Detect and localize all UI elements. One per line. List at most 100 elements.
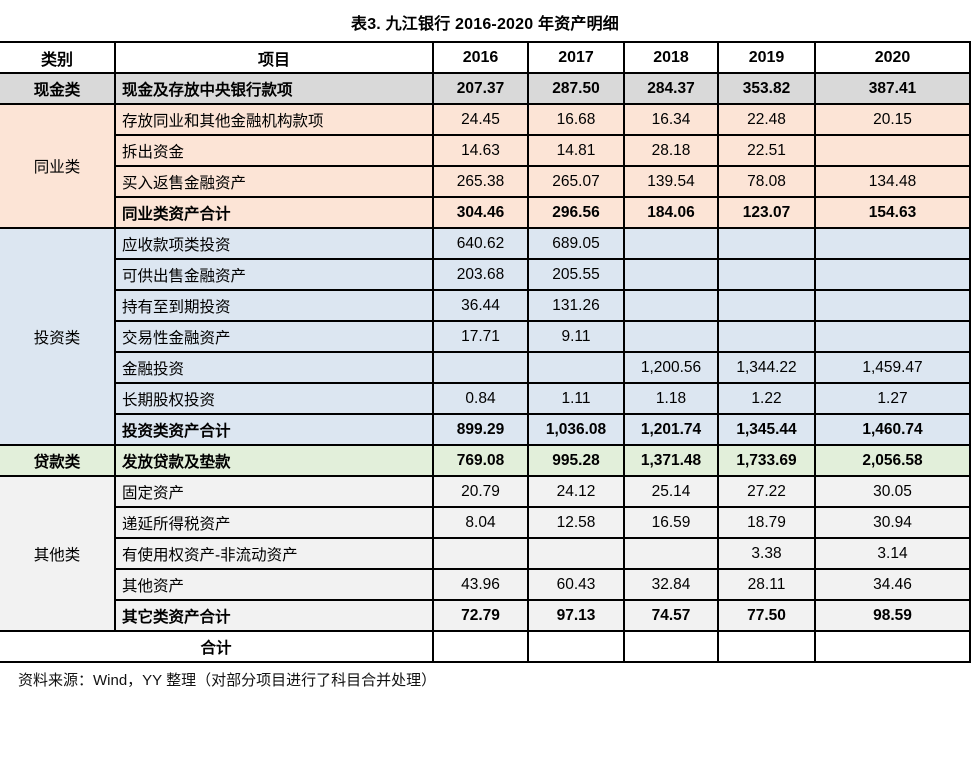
value-cell: 154.63 xyxy=(814,196,971,229)
total-value-cell xyxy=(717,630,816,663)
value-cell xyxy=(814,134,971,167)
total-label-cell: 合计 xyxy=(0,630,434,663)
value-cell: 14.63 xyxy=(432,134,529,167)
value-cell: 353.82 xyxy=(717,72,816,105)
value-cell: 123.07 xyxy=(717,196,816,229)
value-cell xyxy=(717,289,816,322)
table-row: 拆出资金 14.63 14.81 28.18 22.51 xyxy=(0,134,971,167)
category-cell: 贷款类 xyxy=(0,444,116,477)
value-cell xyxy=(717,320,816,353)
item-cell: 存放同业和其他金融机构款项 xyxy=(114,103,434,136)
item-cell: 买入返售金融资产 xyxy=(114,165,434,198)
item-cell: 应收款项类投资 xyxy=(114,227,434,260)
value-cell: 139.54 xyxy=(623,165,719,198)
value-cell: 72.79 xyxy=(432,599,529,632)
value-cell: 304.46 xyxy=(432,196,529,229)
value-cell: 34.46 xyxy=(814,568,971,601)
item-cell: 长期股权投资 xyxy=(114,382,434,415)
col-header-2019: 2019 xyxy=(717,41,816,74)
table-row: 交易性金融资产 17.71 9.11 xyxy=(0,320,971,353)
value-cell: 97.13 xyxy=(527,599,625,632)
value-cell: 1,344.22 xyxy=(717,351,816,384)
value-cell: 2,056.58 xyxy=(814,444,971,477)
item-cell: 可供出售金融资产 xyxy=(114,258,434,291)
value-cell xyxy=(623,320,719,353)
value-cell: 1.27 xyxy=(814,382,971,415)
item-cell: 其它类资产合计 xyxy=(114,599,434,632)
item-cell: 发放贷款及垫款 xyxy=(114,444,434,477)
item-cell: 现金及存放中央银行款项 xyxy=(114,72,434,105)
value-cell: 9.11 xyxy=(527,320,625,353)
value-cell: 98.59 xyxy=(814,599,971,632)
value-cell xyxy=(432,351,529,384)
total-value-cell xyxy=(527,630,625,663)
source-note: 资料来源：Wind，YY 整理（对部分项目进行了科目合并处理） xyxy=(18,672,437,689)
value-cell: 1.22 xyxy=(717,382,816,415)
table-row: 递延所得税资产 8.04 12.58 16.59 18.79 30.94 xyxy=(0,506,971,539)
value-cell: 8.04 xyxy=(432,506,529,539)
value-cell: 0.84 xyxy=(432,382,529,415)
value-cell: 16.34 xyxy=(623,103,719,136)
col-header-category: 类别 xyxy=(0,41,116,74)
value-cell: 1.11 xyxy=(527,382,625,415)
value-cell: 287.50 xyxy=(527,72,625,105)
table-row: 同业类资产合计 304.46 296.56 184.06 123.07 154.63 xyxy=(0,196,971,229)
value-cell: 22.51 xyxy=(717,134,816,167)
value-cell: 24.45 xyxy=(432,103,529,136)
header-row: 类别 项目 2016 2017 2018 2019 2020 xyxy=(0,41,971,74)
value-cell xyxy=(717,227,816,260)
value-cell xyxy=(623,227,719,260)
value-cell xyxy=(623,537,719,570)
value-cell xyxy=(623,258,719,291)
value-cell: 17.71 xyxy=(432,320,529,353)
table-row: 金融投资 1,200.56 1,344.22 1,459.47 xyxy=(0,351,971,384)
value-cell: 32.84 xyxy=(623,568,719,601)
value-cell: 36.44 xyxy=(432,289,529,322)
value-cell: 74.57 xyxy=(623,599,719,632)
table-row: 其它类资产合计 72.79 97.13 74.57 77.50 98.59 xyxy=(0,599,971,632)
value-cell: 184.06 xyxy=(623,196,719,229)
item-cell: 拆出资金 xyxy=(114,134,434,167)
value-cell: 1,460.74 xyxy=(814,413,971,446)
value-cell: 207.37 xyxy=(432,72,529,105)
table-row: 其他资产 43.96 60.43 32.84 28.11 34.46 xyxy=(0,568,971,601)
value-cell: 1,371.48 xyxy=(623,444,719,477)
item-cell: 固定资产 xyxy=(114,475,434,508)
value-cell: 1,345.44 xyxy=(717,413,816,446)
value-cell: 134.48 xyxy=(814,165,971,198)
value-cell: 265.38 xyxy=(432,165,529,198)
value-cell: 16.68 xyxy=(527,103,625,136)
total-value-cell xyxy=(432,630,529,663)
item-cell: 递延所得税资产 xyxy=(114,506,434,539)
value-cell xyxy=(527,351,625,384)
table-row: 投资类资产合计 899.29 1,036.08 1,201.74 1,345.44 1,4… xyxy=(0,413,971,446)
value-cell: 60.43 xyxy=(527,568,625,601)
table-row: 有使用权资产-非流动资产 3.38 3.14 xyxy=(0,537,971,570)
value-cell: 640.62 xyxy=(432,227,529,260)
value-cell: 769.08 xyxy=(432,444,529,477)
item-cell: 持有至到期投资 xyxy=(114,289,434,322)
value-cell: 1,201.74 xyxy=(623,413,719,446)
value-cell xyxy=(814,289,971,322)
item-cell: 有使用权资产-非流动资产 xyxy=(114,537,434,570)
value-cell: 995.28 xyxy=(527,444,625,477)
table-row: 其他类 固定资产 20.79 24.12 25.14 27.22 30.05 xyxy=(0,475,971,632)
value-cell: 43.96 xyxy=(432,568,529,601)
value-cell: 689.05 xyxy=(527,227,625,260)
category-cell: 现金类 xyxy=(0,72,116,105)
value-cell: 3.38 xyxy=(717,537,816,570)
value-cell: 30.94 xyxy=(814,506,971,539)
item-cell: 其他资产 xyxy=(114,568,434,601)
col-header-2020: 2020 xyxy=(814,41,971,74)
category-cell: 同业类 xyxy=(0,103,116,229)
value-cell: 205.55 xyxy=(527,258,625,291)
value-cell: 131.26 xyxy=(527,289,625,322)
item-cell: 投资类资产合计 xyxy=(114,413,434,446)
value-cell xyxy=(814,227,971,260)
value-cell: 22.48 xyxy=(717,103,816,136)
value-cell: 27.22 xyxy=(717,475,816,508)
value-cell: 14.81 xyxy=(527,134,625,167)
value-cell: 1,733.69 xyxy=(717,444,816,477)
value-cell xyxy=(432,537,529,570)
